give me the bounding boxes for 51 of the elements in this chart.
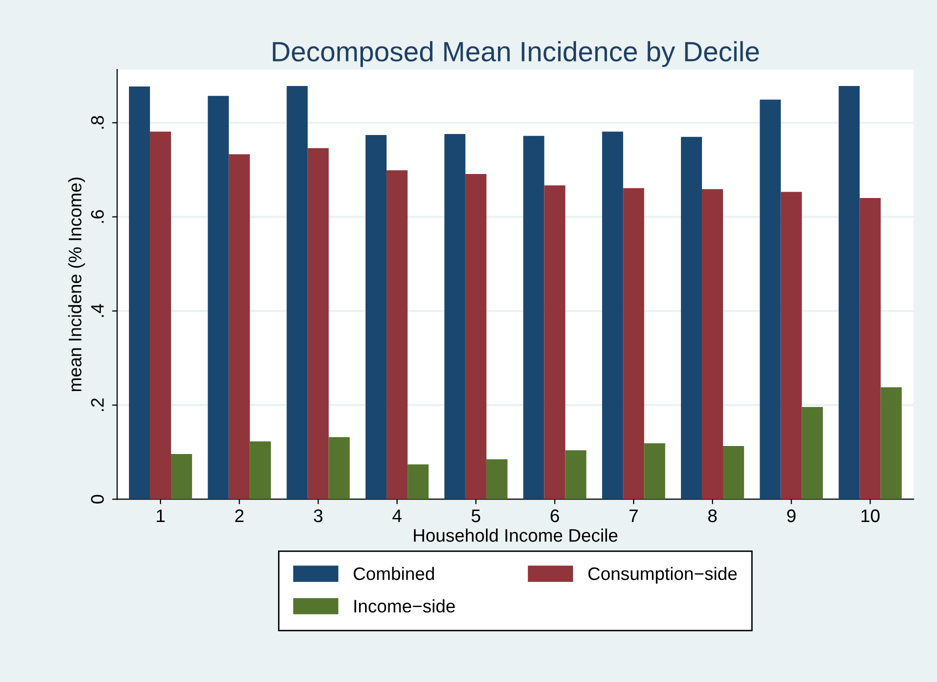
x-tick-label: 9 bbox=[787, 509, 796, 522]
bar bbox=[702, 189, 724, 500]
bar bbox=[444, 134, 466, 500]
x-axis-title: Household Income Decile bbox=[414, 528, 618, 542]
bar bbox=[523, 136, 544, 500]
x-tick-label: 6 bbox=[550, 509, 560, 522]
x-tick-label: 7 bbox=[630, 510, 638, 522]
x-tick-label: 3 bbox=[314, 509, 322, 522]
x-tick-label: 2 bbox=[235, 509, 244, 522]
x-tick-label: 4 bbox=[392, 510, 402, 522]
bar bbox=[228, 154, 250, 500]
legend-label: Consumption−side bbox=[588, 566, 737, 584]
y-tick-label: 0 bbox=[91, 494, 104, 504]
bar bbox=[623, 188, 644, 500]
bar bbox=[760, 100, 781, 500]
legend-label: Income−side bbox=[354, 599, 455, 613]
bar bbox=[838, 86, 860, 500]
bar bbox=[286, 86, 308, 500]
y-tick-label: .6 bbox=[91, 210, 104, 223]
bar bbox=[128, 86, 150, 500]
y-axis-title: mean Incidene (% Income) bbox=[68, 178, 86, 392]
bar bbox=[386, 170, 408, 500]
y-tick-label: .8 bbox=[91, 116, 104, 129]
bar bbox=[250, 441, 271, 500]
bar bbox=[208, 96, 229, 500]
y-tick-label: .2 bbox=[91, 398, 104, 411]
bar bbox=[366, 134, 387, 500]
x-tick-label: 5 bbox=[472, 510, 480, 522]
bar bbox=[150, 132, 172, 500]
bar bbox=[544, 185, 566, 500]
bar bbox=[802, 406, 823, 500]
y-tick-label: .4 bbox=[91, 304, 104, 317]
bar bbox=[602, 132, 624, 500]
x-tick-label: 1 bbox=[156, 510, 165, 522]
x-tick-label: 10 bbox=[862, 509, 880, 522]
bar bbox=[465, 174, 486, 500]
bar bbox=[171, 454, 192, 500]
bar bbox=[780, 192, 802, 500]
bar bbox=[644, 443, 666, 500]
bar bbox=[408, 464, 429, 500]
bar bbox=[565, 450, 586, 500]
bar bbox=[486, 459, 508, 500]
legend-label: Combined bbox=[354, 566, 434, 580]
chart-title: Decomposed Mean Incidence by Decile bbox=[272, 41, 759, 67]
bar bbox=[880, 387, 902, 500]
bar bbox=[308, 148, 329, 500]
bar bbox=[328, 437, 350, 500]
x-tick-label: 8 bbox=[708, 509, 717, 522]
bar bbox=[680, 136, 702, 500]
bar bbox=[860, 198, 881, 500]
bar bbox=[723, 446, 744, 500]
